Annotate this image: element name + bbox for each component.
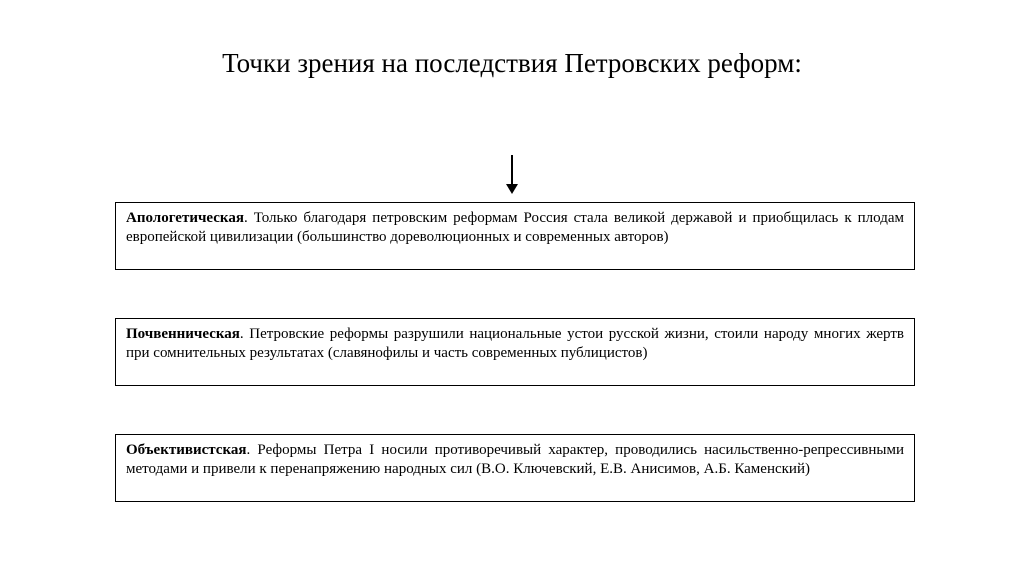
viewpoint-box-objectivist: Объективистская. Реформы Петра I носили …: [115, 434, 915, 502]
down-arrow-icon: [506, 155, 518, 194]
arrow-head: [506, 184, 518, 194]
title-text: Точки зрения на последствия Петровских р…: [222, 48, 802, 78]
box-label: Почвенническая: [126, 326, 240, 342]
arrow-shaft: [511, 155, 513, 185]
viewpoint-box-pochvennik: Почвенническая. Петровские реформы разру…: [115, 318, 915, 386]
diagram-title: Точки зрения на последствия Петровских р…: [0, 48, 1024, 79]
box-label: Объективистская: [126, 442, 247, 458]
arrow-container: [0, 155, 1024, 199]
box-text: . Петровские реформы разрушили националь…: [126, 326, 904, 361]
viewpoint-box-apologetic: Апологетическая. Только благодаря петров…: [115, 202, 915, 270]
box-label: Апологетическая: [126, 210, 244, 226]
